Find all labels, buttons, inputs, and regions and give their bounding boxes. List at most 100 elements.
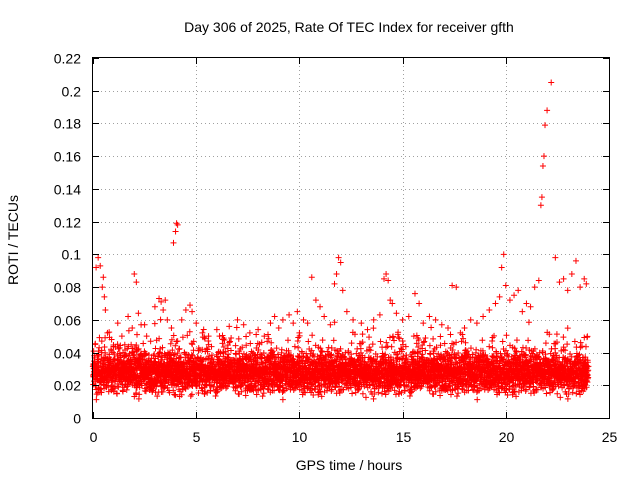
- data-point: [260, 390, 267, 397]
- data-point: [305, 338, 312, 345]
- data-point: [208, 343, 215, 350]
- data-point: [170, 387, 177, 394]
- data-point: [349, 390, 356, 397]
- data-point: [219, 340, 226, 347]
- data-point: [159, 356, 166, 363]
- data-point: [184, 332, 191, 339]
- data-point: [348, 340, 355, 347]
- data-point: [172, 342, 179, 349]
- data-point: [486, 343, 493, 350]
- data-point: [123, 386, 130, 393]
- data-point: [370, 325, 377, 332]
- data-point: [121, 341, 128, 348]
- data-point: [473, 346, 480, 353]
- data-point: [447, 391, 454, 398]
- chart-title: Day 306 of 2025, Rate Of TEC Index for r…: [184, 19, 514, 35]
- data-point: [95, 359, 102, 366]
- data-point: [284, 337, 291, 344]
- data-point: [166, 389, 173, 396]
- data-point: [278, 346, 285, 353]
- data-point: [151, 320, 158, 327]
- data-point: [164, 384, 171, 391]
- data-point: [557, 394, 564, 401]
- data-point: [462, 346, 469, 353]
- data-point: [388, 343, 395, 350]
- data-point: [129, 348, 136, 355]
- data-point: [147, 338, 154, 345]
- data-point: [200, 326, 207, 333]
- data-point: [195, 390, 202, 397]
- data-point: [112, 385, 119, 392]
- data-point: [319, 337, 326, 344]
- data-point: [136, 391, 143, 398]
- data-point: [219, 332, 226, 339]
- data-point: [377, 338, 384, 345]
- data-point: [264, 338, 271, 345]
- data-point: [359, 331, 366, 338]
- data-point: [172, 392, 179, 399]
- data-point: [430, 335, 437, 342]
- data-point: [207, 360, 214, 367]
- data-point: [114, 390, 121, 397]
- data-point: [359, 390, 366, 397]
- data-point: [188, 351, 195, 358]
- data-point: [489, 344, 496, 351]
- data-point: [295, 344, 302, 351]
- data-point: [204, 348, 211, 355]
- data-point: [253, 391, 260, 398]
- data-point: [370, 395, 377, 402]
- data-point: [142, 350, 149, 357]
- data-point: [198, 384, 205, 391]
- data-point: [159, 388, 166, 395]
- data-point: [190, 347, 197, 354]
- data-point: [560, 334, 567, 341]
- data-point: [125, 327, 132, 334]
- data-point: [214, 388, 221, 395]
- data-point: [224, 345, 231, 352]
- data-point: [199, 346, 206, 353]
- data-point: [428, 324, 435, 331]
- data-point: [168, 352, 175, 359]
- data-point: [233, 324, 240, 331]
- data-point: [201, 334, 208, 341]
- data-point: [189, 341, 196, 348]
- data-point: [369, 341, 376, 348]
- data-point: [525, 319, 532, 326]
- data-point: [479, 337, 486, 344]
- data-point: [542, 340, 549, 347]
- data-point: [157, 316, 164, 323]
- data-point: [235, 335, 242, 342]
- data-point: [203, 345, 210, 352]
- data-point: [190, 338, 197, 345]
- data-point: [209, 355, 216, 362]
- data-point: [458, 338, 465, 345]
- data-point: [382, 391, 389, 398]
- data-point: [554, 390, 561, 397]
- data-point: [178, 391, 185, 398]
- data-point: [216, 333, 223, 340]
- data-point: [259, 393, 266, 400]
- data-point: [553, 331, 560, 338]
- data-point: [140, 356, 147, 363]
- data-point: [133, 389, 140, 396]
- data-point: [96, 344, 103, 351]
- data-point: [366, 334, 373, 341]
- data-point: [453, 393, 460, 400]
- data-point: [127, 357, 134, 364]
- data-point: [156, 335, 163, 342]
- data-point: [427, 351, 434, 358]
- data-point: [474, 396, 481, 403]
- data-point: [220, 344, 227, 351]
- data-point: [143, 351, 150, 358]
- data-point: [93, 391, 100, 398]
- data-point: [159, 344, 166, 351]
- data-point: [318, 348, 325, 355]
- data-point: [131, 351, 138, 358]
- data-point: [98, 338, 105, 345]
- data-point: [309, 332, 316, 339]
- data-point: [157, 349, 164, 356]
- data-point: [330, 337, 337, 344]
- data-point: [115, 384, 122, 391]
- data-point: [167, 340, 174, 347]
